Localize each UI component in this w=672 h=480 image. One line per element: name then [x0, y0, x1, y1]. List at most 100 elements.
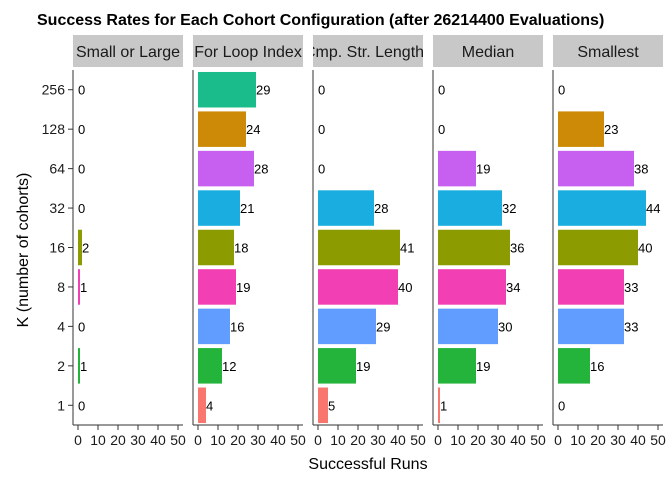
bar-value-label: 19 [236, 280, 250, 295]
x-tick-label: 20 [590, 432, 606, 448]
bar-value-label: 33 [624, 280, 638, 295]
bar-value-label: 29 [256, 83, 270, 98]
facet-strip-label: Median [462, 44, 514, 61]
facet-strip-label: Cmp. Str. Lengths [304, 44, 432, 61]
y-tick-label: 1 [57, 397, 65, 413]
bar-value-label: 0 [78, 398, 85, 413]
bar-value-label: 0 [438, 83, 445, 98]
bar-value-label: 21 [240, 201, 254, 216]
bar-value-label: 0 [558, 398, 565, 413]
facet-strip [553, 35, 663, 67]
x-tick-label: 0 [554, 432, 562, 448]
bar [78, 348, 80, 384]
x-tick-label: 40 [270, 432, 286, 448]
bar-value-label: 33 [624, 319, 638, 334]
bar-value-label: 41 [400, 241, 414, 256]
bar [78, 229, 82, 266]
bar-value-label: 0 [318, 122, 325, 137]
y-tick-label: 4 [57, 318, 65, 334]
x-tick-label: 40 [510, 432, 526, 448]
facet-strip [433, 35, 543, 67]
bar [558, 111, 604, 147]
facet-strip [73, 35, 183, 67]
bar-value-label: 0 [78, 162, 85, 177]
x-tick-label: 20 [110, 432, 126, 448]
bar-value-label: 18 [234, 241, 248, 256]
bar [558, 269, 624, 305]
x-tick-label: 30 [370, 432, 386, 448]
x-tick-label: 0 [74, 432, 82, 448]
bar [318, 269, 398, 305]
bar-value-label: 0 [78, 83, 85, 98]
facet-strip [193, 35, 303, 67]
y-tick-label: 32 [49, 200, 65, 216]
chart-title: Success Rates for Each Cohort Configurat… [37, 12, 604, 29]
bar [438, 387, 440, 424]
x-tick-label: 50 [650, 432, 666, 448]
x-tick-label: 20 [470, 432, 486, 448]
facet-strip-label: For Loop Index [194, 44, 302, 61]
bar-value-label: 19 [476, 359, 490, 374]
x-tick-label: 40 [630, 432, 646, 448]
bar-value-label: 36 [510, 241, 524, 256]
bar-value-label: 0 [318, 162, 325, 177]
bar-value-label: 23 [604, 122, 618, 137]
bar [438, 269, 506, 305]
bar [438, 308, 498, 345]
bar [558, 190, 646, 226]
bar-value-label: 0 [78, 201, 85, 216]
bar-value-label: 16 [230, 319, 244, 334]
bar-value-label: 0 [78, 122, 85, 137]
bar-value-label: 1 [440, 398, 447, 413]
y-axis: 1 2 4 8 16 32 64 128 256 [42, 82, 73, 413]
x-tick-label: 40 [150, 432, 166, 448]
bar-value-label: 40 [398, 280, 412, 295]
bar-value-label: 19 [356, 359, 370, 374]
x-tick-label: 10 [450, 432, 466, 448]
bar [198, 348, 222, 384]
bar [318, 229, 400, 266]
y-tick-label: 2 [57, 358, 65, 374]
bar [558, 229, 638, 266]
x-tick-label: 0 [194, 432, 202, 448]
bar [198, 387, 206, 424]
bar-value-label: 0 [78, 319, 85, 334]
bar [198, 269, 236, 305]
y-tick-label: 64 [49, 161, 65, 177]
bar-value-label: 0 [318, 83, 325, 98]
bar-value-label: 28 [254, 162, 268, 177]
bar [198, 150, 254, 187]
x-tick-label: 40 [390, 432, 406, 448]
bar [78, 269, 80, 305]
x-tick-label: 10 [330, 432, 346, 448]
bar [558, 150, 634, 187]
x-tick-label: 30 [610, 432, 626, 448]
bar [198, 308, 230, 345]
x-tick-label: 10 [210, 432, 226, 448]
bar [198, 71, 256, 108]
bar [318, 190, 374, 226]
x-tick-label: 50 [530, 432, 546, 448]
y-tick-label: 256 [42, 82, 66, 98]
bar-value-label: 0 [438, 122, 445, 137]
x-tick-label: 10 [90, 432, 106, 448]
x-tick-label: 50 [410, 432, 426, 448]
x-tick-label: 10 [570, 432, 586, 448]
bar-value-label: 0 [558, 83, 565, 98]
bar-value-label: 24 [246, 122, 260, 137]
y-tick-label: 16 [49, 240, 65, 256]
x-tick-label: 20 [350, 432, 366, 448]
bar-value-label: 1 [80, 280, 87, 295]
facet-strip [313, 35, 423, 67]
bar-value-label: 32 [502, 201, 516, 216]
facet-panel: For Loop Index 0 10 20 30 40 50 4 12 16 19 18 21 28 24… [192, 35, 306, 448]
bar-value-label: 28 [374, 201, 388, 216]
x-tick-label: 0 [314, 432, 322, 448]
y-axis-title: K (number of cohorts) [15, 173, 32, 328]
bar-value-label: 30 [498, 319, 512, 334]
